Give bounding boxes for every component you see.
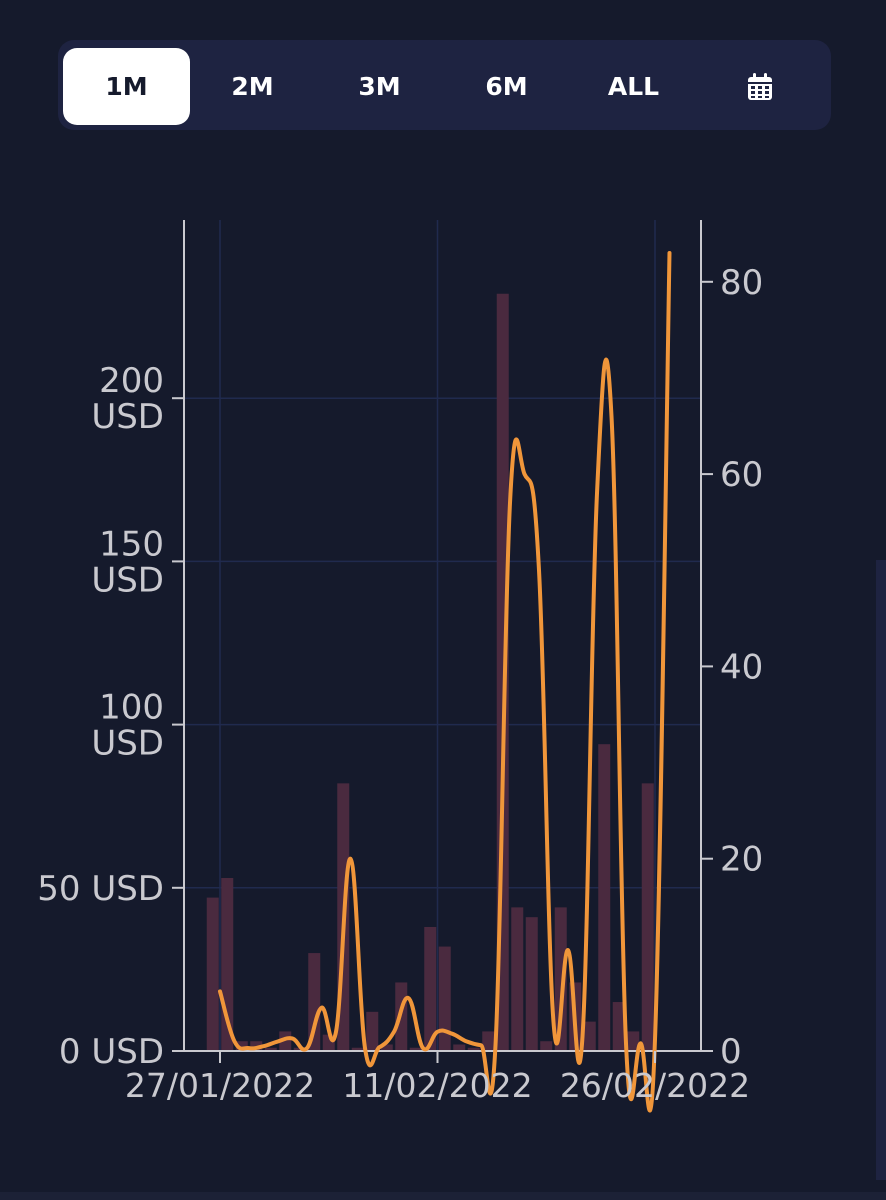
- line-series: [218, 250, 672, 1113]
- bar: [612, 1002, 625, 1051]
- bottom-divider: [0, 1192, 886, 1200]
- right-tick-label: 80: [720, 263, 763, 303]
- right-tick-label: 0: [720, 1032, 742, 1072]
- bar: [525, 917, 538, 1051]
- left-tick-label: 50 USD: [37, 869, 164, 909]
- right-axis-ticks: 0 20 40 60 80: [701, 263, 763, 1072]
- bar-series: [206, 293, 654, 1051]
- left-axis-ticks: 0 USD 50 USD 100 USD 150 USD 200 USD: [37, 361, 184, 1072]
- bar: [424, 926, 437, 1051]
- bar: [206, 897, 219, 1051]
- bar: [641, 783, 654, 1051]
- bar: [583, 1021, 596, 1051]
- bar: [264, 1047, 277, 1051]
- bar: [438, 946, 451, 1051]
- bar: [235, 1041, 248, 1051]
- left-tick-label: 150 USD: [91, 524, 164, 600]
- tab-3m[interactable]: 3M: [358, 72, 401, 101]
- calendar-icon: [747, 72, 772, 100]
- tab-6m[interactable]: 6M: [485, 72, 528, 101]
- x-tick-label: 11/02/2022: [342, 1066, 532, 1105]
- tab-all[interactable]: ALL: [607, 72, 660, 101]
- bar: [308, 953, 321, 1051]
- bar: [293, 1047, 306, 1051]
- right-tick-label: 40: [720, 647, 763, 687]
- bar: [482, 1031, 495, 1051]
- tab-1m[interactable]: 1M: [63, 48, 190, 125]
- x-tick-label: 27/01/2022: [125, 1066, 315, 1105]
- bar: [511, 907, 524, 1051]
- bar: [279, 1031, 292, 1051]
- x-tick-label: 26/02/2022: [560, 1066, 750, 1105]
- bar: [380, 1044, 393, 1051]
- right-tick-label: 60: [720, 455, 763, 495]
- left-tick-label: 200 USD: [91, 361, 164, 437]
- bar: [598, 744, 611, 1051]
- bar: [554, 907, 567, 1051]
- x-axis-ticks: 27/01/2022 11/02/2022 26/02/2022: [125, 1051, 750, 1105]
- right-tick-label: 20: [720, 840, 763, 880]
- bar: [453, 1044, 466, 1051]
- bar: [467, 1047, 480, 1051]
- scrollbar[interactable]: [876, 560, 886, 1180]
- calendar-button[interactable]: [696, 48, 823, 125]
- range-tab-bar: 1M 2M 3M 6M ALL: [58, 40, 831, 130]
- bar: [409, 1047, 422, 1051]
- left-tick-label: 100 USD: [91, 688, 164, 764]
- tab-2m[interactable]: 2M: [231, 72, 274, 101]
- left-tick-label: 0 USD: [59, 1032, 164, 1072]
- bar: [540, 1041, 553, 1051]
- bar: [351, 1047, 364, 1051]
- bar: [627, 1031, 640, 1051]
- bar: [366, 1011, 379, 1051]
